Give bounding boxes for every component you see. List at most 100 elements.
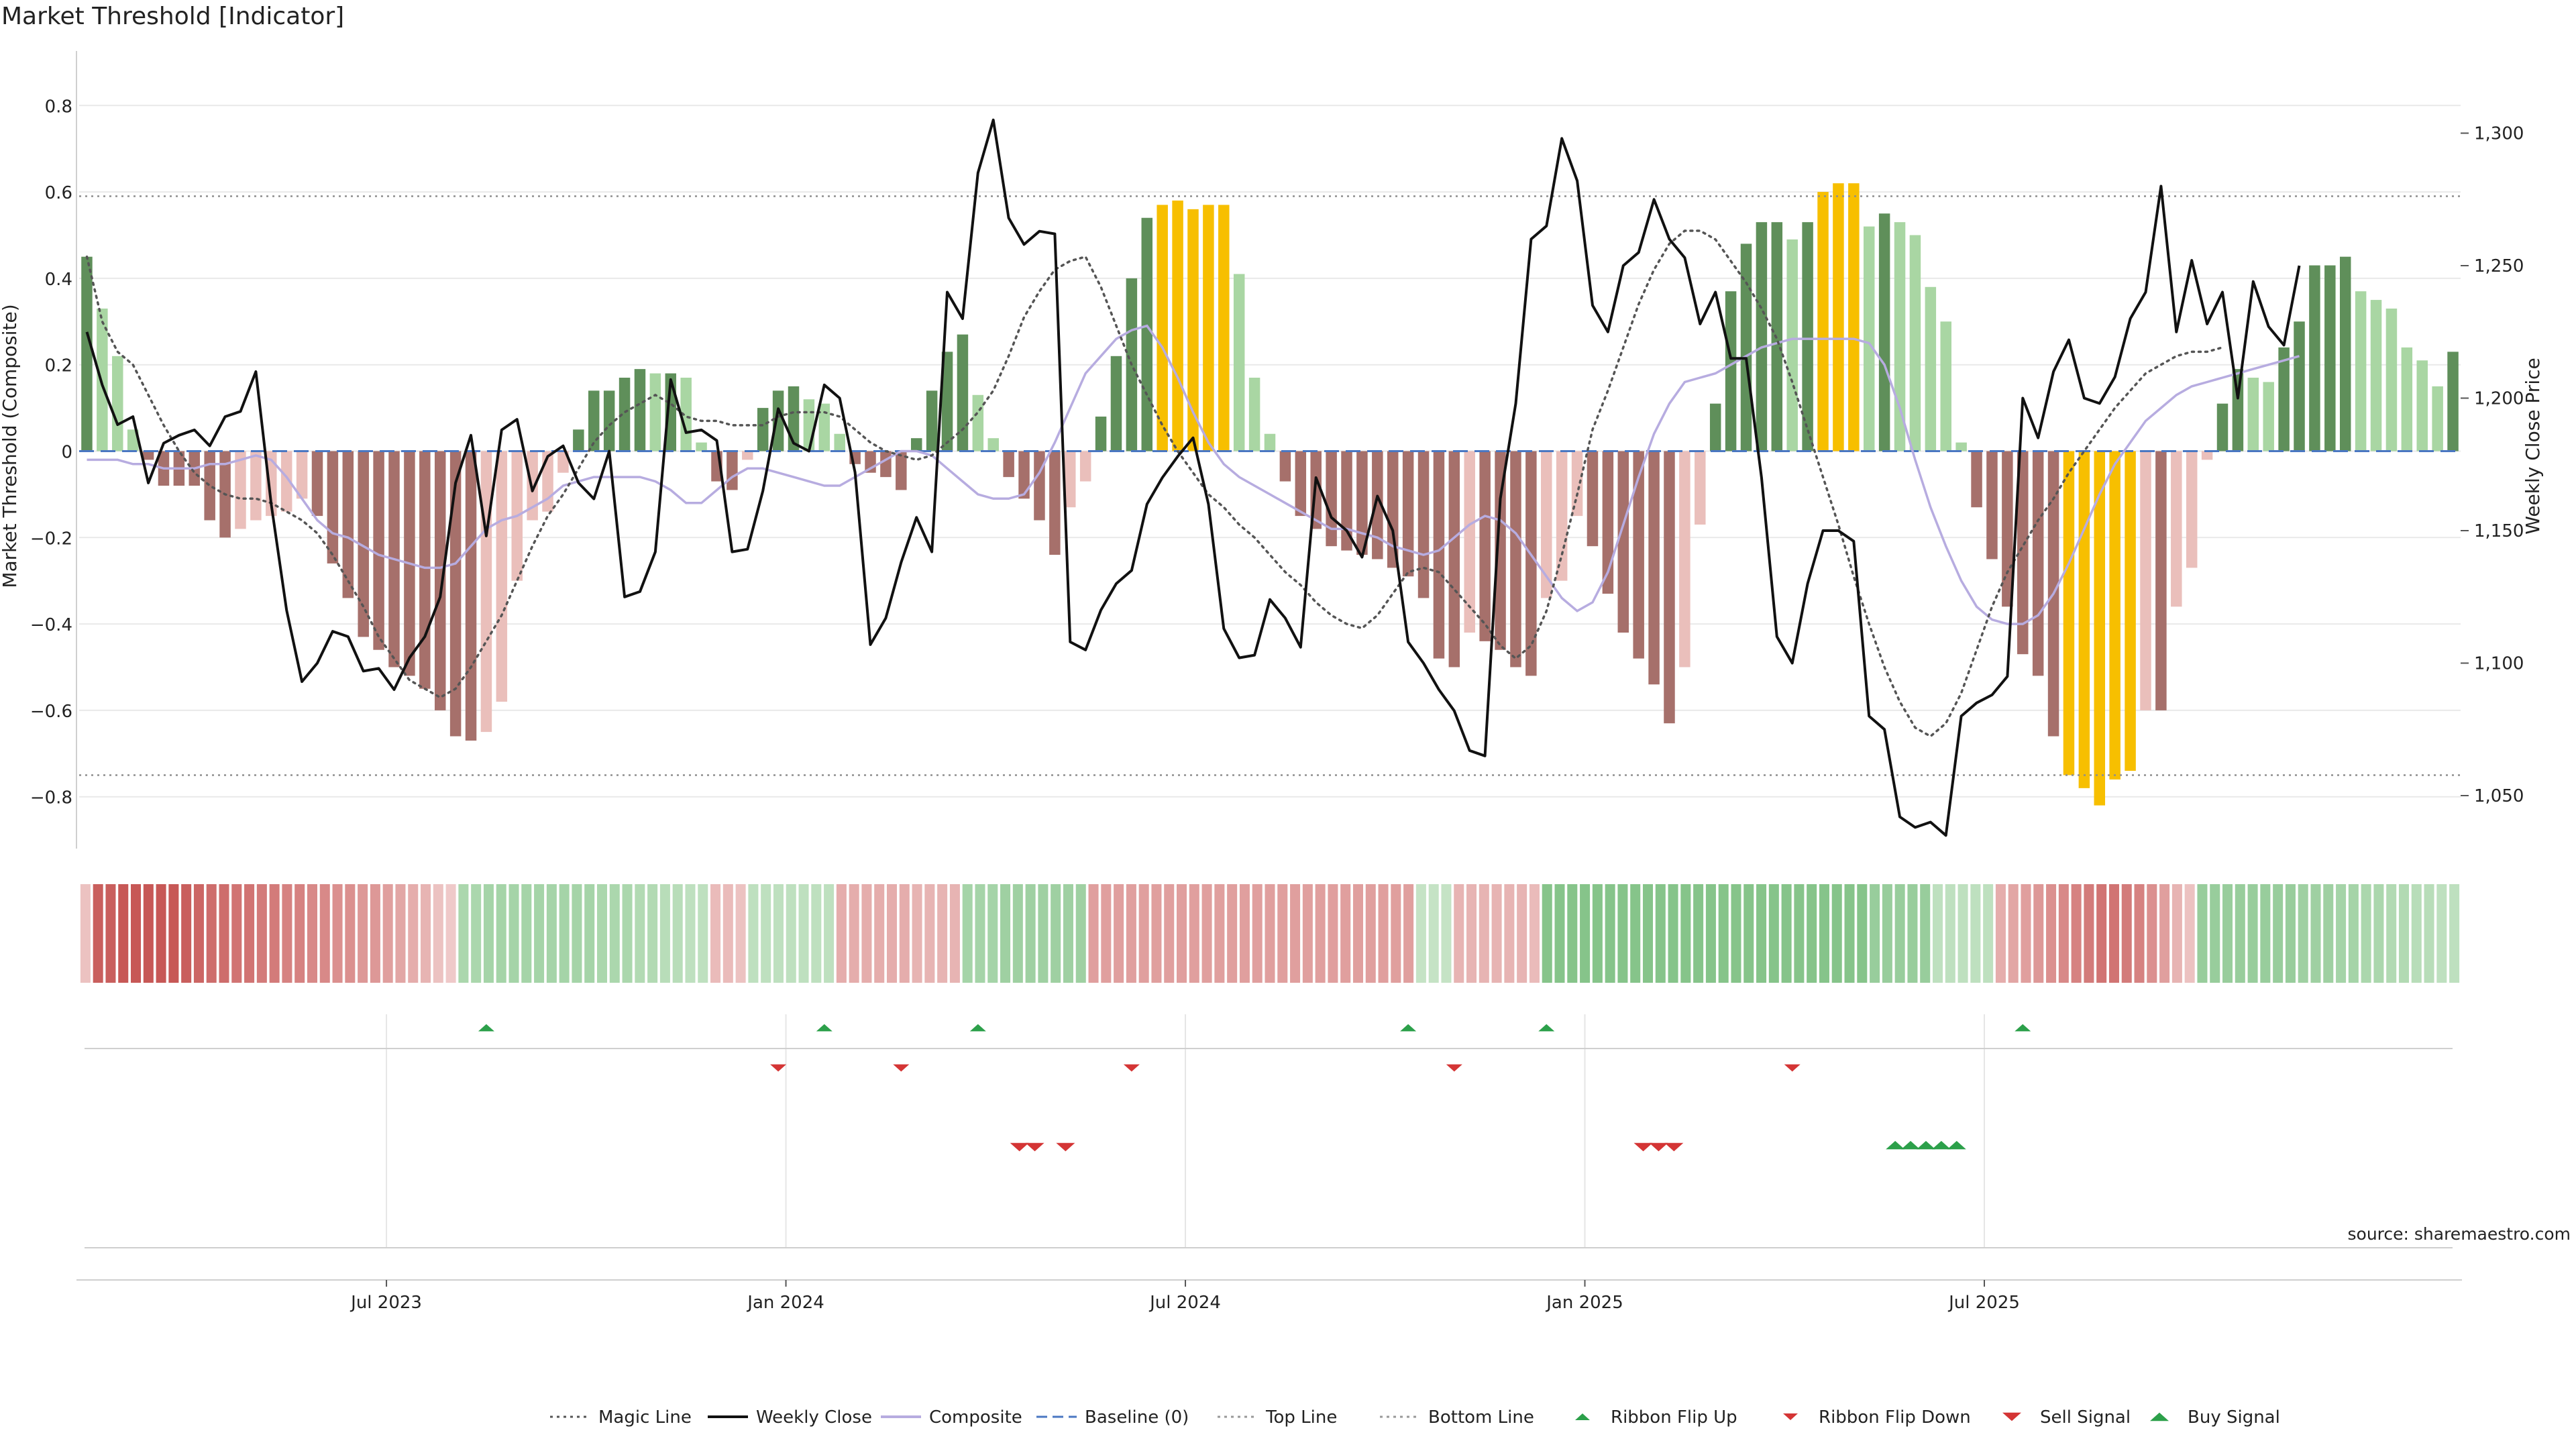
ribbon-cell	[1642, 884, 1654, 983]
composite-bar	[542, 451, 553, 512]
ribbon-flip-up-marker	[969, 1024, 986, 1032]
composite-bar	[127, 429, 139, 451]
ribbon-cell	[105, 884, 116, 983]
composite-bar	[1110, 356, 1122, 451]
composite-bar	[1479, 451, 1491, 641]
composite-bar	[2370, 300, 2382, 451]
ribbon-cell	[1995, 884, 2006, 983]
ribbon-cell	[294, 884, 305, 983]
ribbon-cell	[1529, 884, 1540, 983]
legend-label: Weekly Close	[756, 1407, 872, 1428]
ribbon-cell	[2021, 884, 2031, 983]
legend-swatch	[1575, 1413, 1590, 1420]
composite-bar	[480, 451, 492, 733]
ribbon-cell	[1655, 884, 1666, 983]
composite-bar	[2432, 386, 2443, 451]
ribbon-cell	[546, 884, 557, 983]
composite-bar	[2355, 291, 2367, 451]
ribbon-cell	[458, 884, 469, 983]
ribbon-cell	[1605, 884, 1615, 983]
y-tick-label: −0.6	[30, 702, 72, 722]
ribbon-flip-up-marker	[1538, 1024, 1555, 1032]
ribbon-cell	[1857, 884, 1868, 983]
y2-tick-label: 1,200	[2474, 389, 2524, 409]
composite-bar	[2094, 451, 2106, 806]
ribbon-cell	[2336, 884, 2347, 983]
composite-bar	[803, 399, 815, 451]
ribbon-cell	[1177, 884, 1187, 983]
ribbon-cell	[559, 884, 570, 983]
ribbon-cell	[874, 884, 885, 983]
composite-bar	[1387, 451, 1399, 568]
composite-bar	[496, 451, 508, 702]
ribbon-cell	[168, 884, 179, 983]
composite-bar	[1925, 286, 1937, 451]
composite-bar	[1187, 209, 1199, 451]
composite-bar	[2278, 347, 2290, 451]
ribbon-cell	[2348, 884, 2359, 983]
ribbon-cell	[2222, 884, 2233, 983]
legend-item: Ribbon Flip Down	[1783, 1407, 1971, 1428]
composite-bar	[2063, 451, 2075, 775]
ribbon-cell	[1415, 884, 1426, 983]
ribbon-cell	[319, 884, 330, 983]
composite-bar	[81, 256, 93, 451]
ribbon-cell	[471, 884, 482, 983]
ribbon-cell	[2084, 884, 2094, 983]
ribbon-cell	[1907, 884, 1918, 983]
composite-bar	[1172, 200, 1183, 451]
ribbon-cell	[609, 884, 620, 983]
ribbon-cell	[2310, 884, 2321, 983]
composite-bar	[235, 451, 246, 529]
ribbon-cell	[1441, 884, 1452, 983]
buy-signal-marker	[1901, 1140, 1921, 1150]
composite-bar	[97, 308, 108, 451]
ribbon-cell	[433, 884, 443, 983]
composite-bar	[926, 390, 938, 451]
composite-bar	[1633, 451, 1644, 659]
legend-label: Baseline (0)	[1085, 1407, 1189, 1428]
composite-bar	[2294, 321, 2305, 451]
sell-signal-marker	[1056, 1142, 1075, 1152]
composite-bar	[603, 390, 615, 451]
ribbon-cell	[2323, 884, 2334, 983]
composite-bar	[1079, 451, 1091, 482]
x-tick-label: Jan 2025	[1545, 1293, 1623, 1313]
ribbon-cell	[1151, 884, 1162, 983]
ribbon-cell	[1617, 884, 1628, 983]
buy-signal-marker	[1886, 1140, 1905, 1150]
ribbon-cell	[1252, 884, 1263, 983]
composite-bar	[1157, 205, 1168, 451]
y-tick-label: 0.4	[45, 270, 72, 290]
ribbon-cell	[1970, 884, 1981, 983]
composite-bar	[896, 451, 907, 490]
ribbon-cell	[2424, 884, 2434, 983]
ribbon-cell	[1580, 884, 1591, 983]
ribbon-cell	[2008, 884, 2019, 983]
ribbon-cell	[1378, 884, 1389, 983]
ribbon-cell	[811, 884, 822, 983]
legend: Magic Line Weekly Close Composite Baseline …	[550, 1407, 2280, 1428]
y2-tick-label: 1,100	[2474, 654, 2524, 674]
ribbon-cell	[2386, 884, 2397, 983]
ribbon-cell	[1290, 884, 1301, 983]
chart-title: Market Threshold [Indicator]	[1, 3, 344, 30]
legend-item: Magic Line	[550, 1407, 692, 1428]
composite-bar	[1326, 451, 1337, 547]
composite-bar	[2017, 451, 2029, 655]
legend-item: Weekly Close	[708, 1407, 872, 1428]
magic-line	[85, 229, 2224, 738]
legend-item: Composite	[881, 1407, 1022, 1428]
ribbon-cell	[1025, 884, 1036, 983]
composite-bar	[1279, 451, 1291, 482]
ribbon-cell	[1063, 884, 1073, 983]
ribbon-cell	[698, 884, 708, 983]
ribbon-cell	[924, 884, 935, 983]
ribbon-cell	[1945, 884, 1955, 983]
ribbon-cell	[408, 884, 419, 983]
y-tick-label: 0.6	[45, 183, 72, 203]
ribbon-cell	[1794, 884, 1805, 983]
ribbon-cell	[2361, 884, 2371, 983]
ribbon-cell	[1819, 884, 1829, 983]
